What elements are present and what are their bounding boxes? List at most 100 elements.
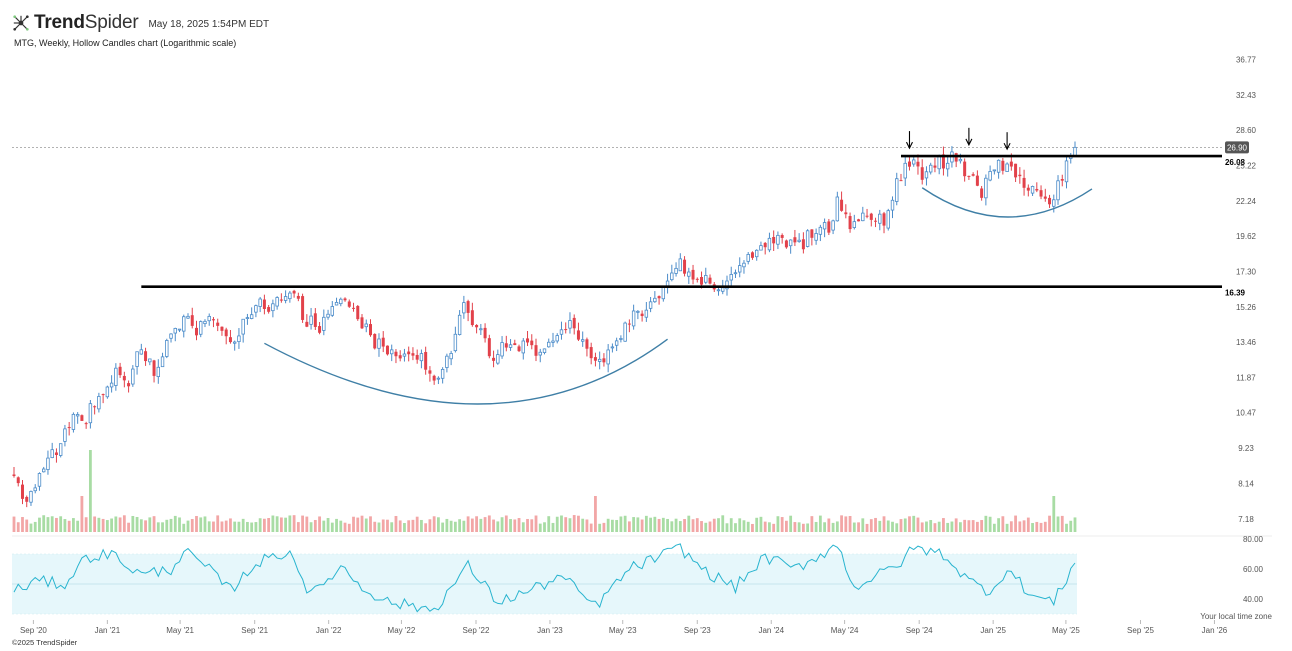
candle-body — [436, 377, 441, 380]
candle-body — [784, 240, 788, 248]
volume-bar — [195, 516, 198, 532]
volume-bar — [101, 518, 105, 532]
app-header: TrendSpider May 18, 2025 1:54PM EDT — [12, 10, 269, 36]
volume-bar — [988, 516, 992, 532]
candle-body — [691, 269, 695, 280]
candle-body — [496, 354, 500, 364]
candle-body — [648, 301, 653, 309]
volume-bar — [212, 521, 215, 532]
candle-body — [631, 310, 636, 327]
candle-body — [241, 318, 245, 335]
volume-bar — [980, 520, 984, 532]
candle-body — [890, 199, 895, 211]
candle-body — [640, 313, 644, 317]
volume-bar — [551, 522, 555, 532]
arrow-head — [1003, 142, 1011, 151]
volume-bar — [462, 520, 466, 532]
candle-body — [733, 272, 738, 275]
candle-body — [262, 299, 266, 309]
candle-body — [1005, 163, 1009, 172]
candle-body — [211, 319, 215, 321]
volume-bar — [309, 522, 313, 532]
volume-bar — [262, 518, 266, 532]
volume-bar — [772, 523, 776, 532]
candle-body — [152, 360, 156, 376]
candle-body — [199, 321, 203, 335]
volume-bar — [186, 520, 190, 532]
volume-bar — [615, 519, 619, 532]
annotations: 26.08 16.39 — [141, 127, 1246, 405]
volume-bar — [335, 518, 338, 532]
rsi-line — [13, 543, 1076, 613]
candle-body — [597, 358, 602, 362]
rsi-tick-label: 80.00 — [1243, 535, 1264, 544]
volume-bar — [899, 519, 903, 532]
volume-bar — [538, 523, 542, 532]
candle-body — [797, 239, 801, 242]
y-tick-label: 36.77 — [1236, 55, 1257, 64]
x-tick-label: Jan '21 — [95, 626, 121, 635]
volume-bar — [241, 518, 245, 532]
candle-body — [674, 267, 678, 274]
volume-bar — [937, 521, 941, 532]
candle-body — [339, 298, 343, 305]
x-tick-label: May '25 — [1052, 626, 1080, 635]
candle-body — [402, 353, 407, 357]
candle-body — [882, 213, 886, 226]
candle-body — [385, 345, 389, 355]
volume-bar — [322, 520, 326, 532]
volume-bar — [122, 515, 126, 532]
y-tick-label: 13.46 — [1236, 338, 1257, 347]
x-tick-label: Sep '21 — [241, 626, 268, 635]
volume-bar — [925, 521, 928, 532]
candle-body — [343, 298, 347, 301]
volume-bar — [29, 523, 33, 532]
candle-body — [428, 370, 432, 374]
volume-bar — [254, 522, 258, 532]
y-tick-label: 11.87 — [1236, 373, 1256, 382]
candle-body — [135, 351, 139, 367]
volume-bar — [190, 519, 194, 532]
candle-body — [58, 443, 63, 456]
volume-bar — [135, 516, 139, 532]
candle-body — [835, 196, 840, 222]
volume-bar — [326, 518, 330, 532]
volume-bar — [738, 518, 742, 532]
volume-bar — [182, 523, 186, 532]
candle-body — [721, 287, 725, 292]
volume-bar — [704, 522, 708, 532]
volume-bar — [912, 515, 916, 532]
candle-body — [305, 321, 309, 327]
price-candles[interactable] — [12, 141, 1077, 508]
candle-body — [182, 316, 186, 332]
volume-bar — [933, 523, 937, 532]
arrow-head — [905, 141, 913, 150]
candle-body — [131, 368, 135, 385]
gridlines — [12, 146, 1272, 537]
last-price-tag — [1225, 141, 1249, 154]
candle-body — [576, 330, 580, 340]
candle-body — [500, 342, 504, 357]
x-tick-label: May '23 — [609, 626, 637, 635]
volume-bar — [725, 523, 729, 532]
volume-bar — [139, 519, 143, 532]
volume-bar — [118, 517, 122, 532]
x-tick-label: Sep '24 — [906, 626, 933, 635]
candle-body — [750, 252, 754, 258]
volume-bar — [666, 518, 669, 532]
volume-bar — [687, 515, 691, 532]
volume-bar — [776, 516, 780, 532]
volume-bar — [441, 522, 445, 532]
volume-bar — [364, 518, 368, 532]
volume-bar — [984, 515, 988, 532]
candle-body — [755, 249, 759, 258]
candle-body — [627, 323, 631, 325]
volume-bar — [50, 516, 54, 532]
candle-body — [564, 329, 568, 331]
candle-body — [547, 341, 551, 348]
candle-body — [840, 199, 844, 211]
volume-bar — [751, 523, 754, 532]
volume-bar — [97, 517, 101, 532]
volume-bar — [712, 518, 716, 532]
